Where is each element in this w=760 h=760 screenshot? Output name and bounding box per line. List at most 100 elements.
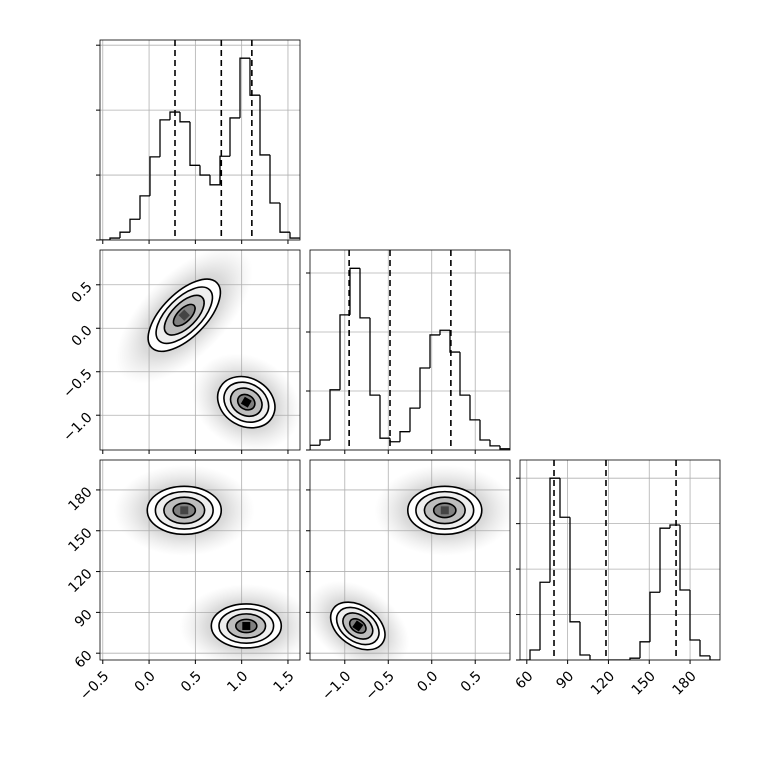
hist-step [239,57,250,118]
x-tick-label: −0.5 [363,668,398,703]
x-tick-label: −1.0 [319,668,354,703]
x-tick-label: 150 [629,668,659,698]
axes-frame [99,39,301,241]
hist-step [349,267,360,315]
hist-step [279,202,290,233]
y-tick-label: 0.5 [69,279,96,306]
hist-step [329,389,340,440]
axes-frame [99,459,301,661]
hist-step [709,655,720,660]
axes-frame [309,249,511,451]
hist-step [389,438,400,443]
x-tick-label: 0.0 [132,668,159,695]
density-cluster [374,464,510,556]
hist-step [109,237,120,240]
axes-frame [99,249,301,451]
hist-step [209,175,220,186]
plot-area [115,250,300,450]
hist-step [699,640,710,657]
hist-step [469,395,480,421]
hist-step [459,352,470,396]
density-cluster [179,584,300,660]
hist-step [139,195,150,220]
hist-step [679,525,690,591]
hist-step [659,527,670,593]
hist-step [149,156,160,196]
density-cluster [113,464,255,556]
hist-step [319,439,330,446]
hist-step [269,154,280,204]
hist-step [589,655,600,660]
axes-frame [519,459,721,661]
panel: −1.0 −0.5 0.0 0.5 [306,459,511,704]
hist-step [649,591,660,642]
hist-step [189,121,200,166]
x-tick-label: 60 [513,668,537,692]
hist-step [289,232,300,239]
x-tick-label: 0.5 [178,668,205,695]
hist-step [499,445,510,450]
hist-step [159,119,170,157]
y-tick-label: −0.5 [60,366,95,401]
density-peak [180,506,189,515]
hist-step [539,581,550,650]
plot-area [310,250,510,450]
density-cluster [310,580,410,660]
x-tick-label: 0.0 [414,668,441,695]
plot-area [310,464,510,660]
hist-step [489,439,500,447]
density-peak [352,620,364,632]
x-tick-label: 180 [670,668,700,698]
hist-step [259,95,270,156]
hist-step [179,112,190,123]
hist-step [559,478,570,518]
panel [306,249,511,454]
hist-step [629,657,640,660]
y-tick-label: 180 [65,484,95,514]
hist-step [249,58,260,96]
y-tick-label: 60 [72,648,96,672]
hist-step [549,477,560,583]
y-tick-label: 120 [65,566,95,596]
y-tick-label: 150 [65,525,95,555]
hist-step [529,649,540,660]
hist-step [399,431,410,442]
x-tick-label: −0.5 [77,668,112,703]
x-tick-label: 1.5 [271,668,298,695]
hist-step [169,111,180,120]
density-peak [242,621,251,630]
hist-step [689,590,700,641]
y-tick-label: −1.0 [60,410,95,445]
axes-frame [309,459,511,661]
hist-step [579,621,590,656]
y-tick-label: 90 [72,607,96,631]
y-tick-label: 0.0 [69,323,96,350]
hist-step [199,165,210,176]
density-cluster [115,250,253,384]
density-peak [240,396,252,408]
panel: −1.0 −0.5 0.0 0.5 [60,249,301,454]
hist-step [229,117,240,157]
x-tick-label: 120 [588,668,618,698]
density-peak [440,506,449,515]
hist-step [119,231,130,239]
hist-step [339,314,350,390]
panel [96,39,301,244]
plot-area [100,40,300,240]
hist-step [669,524,680,529]
hist-step [359,268,370,319]
hist-step [449,330,460,353]
x-tick-label: 0.5 [458,668,485,695]
x-tick-label: 1.0 [224,668,251,695]
hist-step [379,395,390,439]
hist-step [219,155,230,185]
hist-step [639,641,650,659]
panel: 60 90 120 150 180 [513,459,721,699]
hist-step [409,407,420,432]
hist-step [129,218,140,233]
x-tick-label: 90 [553,668,577,692]
hist-step [439,329,450,335]
hist-step [479,419,490,441]
hist-step [569,517,580,623]
